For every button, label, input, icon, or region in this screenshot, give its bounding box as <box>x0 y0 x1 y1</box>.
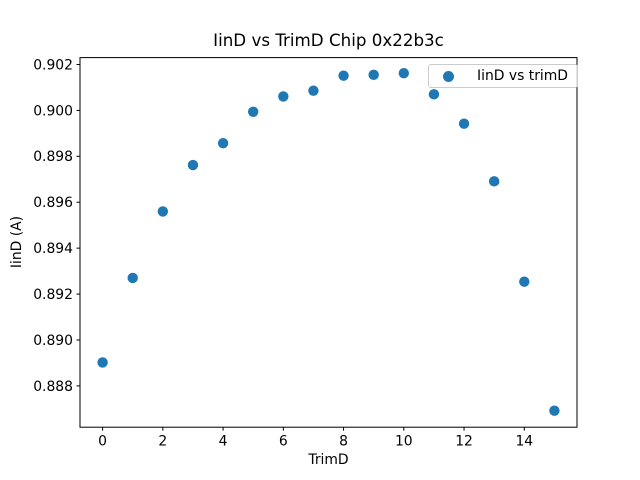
legend-scatter-marker-icon <box>443 70 454 82</box>
scatter-point <box>97 357 108 368</box>
chart-title: IinD vs TrimD Chip 0x22b3c <box>213 30 444 50</box>
scatter-point <box>127 272 138 284</box>
x-axis-label: TrimD <box>308 452 349 468</box>
x-tick-label: 8 <box>339 433 348 449</box>
scatter-point <box>488 176 500 187</box>
x-tick-label: 0 <box>98 433 107 449</box>
scatter-point <box>368 69 379 81</box>
scatter-point <box>278 91 289 102</box>
y-tick-label: 0.892 <box>33 287 73 303</box>
scatter-point <box>519 276 530 287</box>
scatter-point <box>338 70 349 81</box>
y-tick-label: 0.888 <box>33 379 73 395</box>
x-tick-label: 10 <box>395 433 413 449</box>
y-tick-label: 0.894 <box>33 241 73 257</box>
scatter-point <box>428 89 440 100</box>
scatter-point <box>187 159 199 171</box>
scatter-point <box>217 138 229 149</box>
scatter-point <box>157 206 169 217</box>
scatter-point <box>458 118 470 129</box>
y-axis-label: IinD (A) <box>9 215 25 269</box>
scatter-point <box>549 405 560 416</box>
axes-frame <box>79 57 578 428</box>
x-tick-label: 2 <box>158 433 167 449</box>
x-tick-label: 14 <box>515 433 533 449</box>
y-tick-label: 0.898 <box>33 149 73 165</box>
y-tick-label: 0.900 <box>33 103 73 119</box>
scatter-point <box>398 68 410 79</box>
x-tick-label: 6 <box>279 433 288 449</box>
y-tick-label: 0.896 <box>33 195 73 211</box>
x-tick-label: 12 <box>455 433 473 449</box>
scatter-point <box>308 85 319 96</box>
y-tick-label: 0.890 <box>33 333 73 349</box>
legend-label: IinD vs trimD <box>477 68 568 84</box>
legend-box: IinD vs trimD <box>428 64 578 88</box>
x-tick-label: 4 <box>219 433 228 449</box>
y-tick-label: 0.902 <box>33 57 73 73</box>
scatter-point <box>247 106 259 117</box>
